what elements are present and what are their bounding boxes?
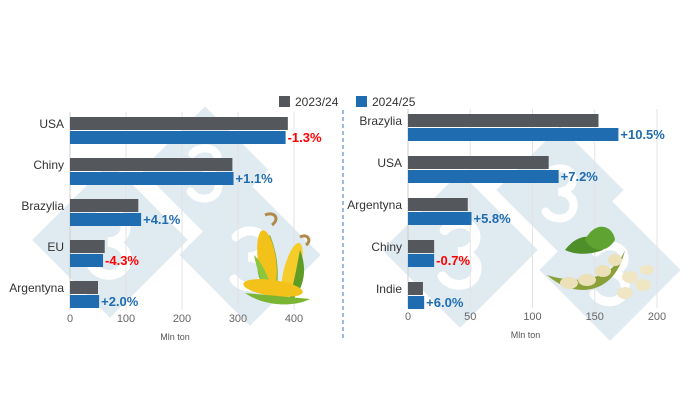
x-tick-label: 300 (229, 313, 247, 325)
bar-2023-24 (408, 114, 599, 127)
x-axis-title: Mln ton (511, 330, 541, 340)
bar-2023-24 (70, 240, 105, 253)
legend-item-2024[interactable]: 2024/25 (356, 95, 416, 109)
corn-production-chart: 0 100 200 300 400 Mln ton USA -1.3% Chiny +1.1% Br… (9, 112, 322, 342)
legend-label-2024: 2024/25 (372, 95, 416, 109)
bar-2024-25 (408, 212, 472, 225)
corn-icon (243, 212, 311, 305)
legend-swatch-2024 (356, 96, 367, 107)
x-tick-label: 100 (117, 313, 135, 325)
bar-2023-24 (408, 282, 423, 295)
category-label: USA (39, 117, 64, 131)
soybean-icon (547, 226, 654, 299)
bar-2023-24 (408, 156, 549, 169)
soybean-production-chart: 0 50 100 150 200 Mln ton Brazylia +10.5% USA +7.2… (347, 109, 666, 340)
bar-2023-24 (408, 198, 468, 211)
bar-2024-25 (70, 213, 142, 226)
bar-2024-25 (70, 172, 234, 185)
category-label: Argentyna (9, 281, 64, 295)
legend: 2023/24 2024/25 (279, 95, 416, 109)
x-axis-title: Mln ton (160, 332, 190, 342)
data-label: +1.1% (236, 171, 274, 186)
x-tick-label: 0 (405, 311, 411, 323)
bar-2024-25 (408, 128, 619, 141)
bar-2024-25 (70, 254, 104, 267)
x-tick-label: 50 (464, 311, 476, 323)
bar-2024-25 (408, 254, 435, 267)
x-tick-label: 150 (586, 311, 604, 323)
x-tick-label: 0 (67, 313, 73, 325)
category-label: Argentyna (347, 198, 402, 212)
bar-2023-24 (70, 117, 288, 130)
category-label: USA (377, 156, 402, 170)
bar-2023-24 (408, 240, 435, 253)
category-label: Brazylia (359, 114, 402, 128)
bar-2023-24 (70, 199, 139, 212)
data-label: -4.3% (105, 253, 139, 268)
category-label: Brazylia (21, 199, 64, 213)
category-label: Chiny (33, 158, 64, 172)
category-label: Chiny (371, 240, 402, 254)
x-tick-label: 200 (173, 313, 191, 325)
x-tick-label: 100 (523, 311, 541, 323)
bar-2023-24 (70, 158, 233, 171)
data-label: +6.0% (426, 295, 464, 310)
bar-2024-25 (70, 295, 100, 308)
data-label: +7.2% (561, 169, 599, 184)
x-tick-label: 400 (285, 313, 303, 325)
bar-2023-24 (70, 281, 98, 294)
data-label: -0.7% (436, 253, 470, 268)
legend-swatch-2023 (279, 96, 290, 107)
bar-2024-25 (408, 296, 425, 309)
data-label: +2.0% (101, 294, 139, 309)
legend-item-2023[interactable]: 2023/24 (279, 95, 339, 109)
data-label: -1.3% (288, 130, 322, 145)
data-label: +5.8% (473, 211, 511, 226)
x-tick-label: 200 (648, 311, 666, 323)
bar-2024-25 (408, 170, 559, 183)
legend-label-2023: 2023/24 (295, 95, 339, 109)
watermark-digit-shape (541, 164, 578, 223)
category-label: Indie (376, 282, 402, 296)
data-label: +10.5% (620, 127, 665, 142)
bar-2024-25 (70, 131, 286, 144)
category-label: EU (47, 240, 64, 254)
data-label: +4.1% (143, 212, 181, 227)
